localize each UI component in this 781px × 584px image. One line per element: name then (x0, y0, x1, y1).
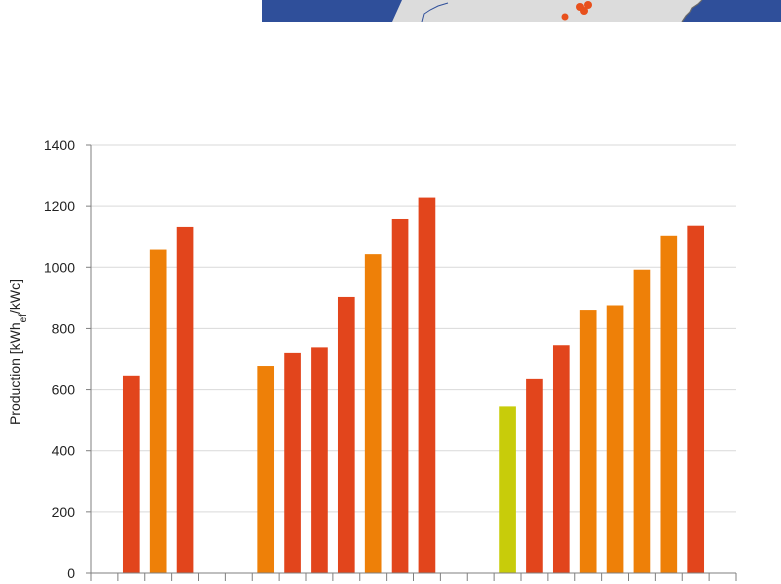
y-tick-label: 0 (67, 565, 75, 581)
bar (660, 235, 678, 573)
bars (122, 197, 705, 574)
y-axis-title-suffix: /kWc] (7, 279, 23, 314)
map-marker (561, 13, 569, 21)
map-coastline (421, 2, 449, 22)
y-tick-label: 1400 (44, 137, 75, 153)
bar (284, 352, 301, 573)
y-tick-label: 400 (52, 443, 76, 459)
map-fragment (262, 0, 781, 22)
bar (687, 225, 705, 574)
bar (418, 197, 436, 573)
axes (86, 144, 737, 581)
bar (606, 305, 624, 573)
bar (122, 375, 140, 573)
bar (391, 218, 409, 574)
y-axis-title: Production [kWhef/kWc] (7, 279, 29, 425)
map-marker (580, 7, 588, 15)
bar (257, 366, 275, 573)
y-axis-title-prefix: Production [kWh (7, 322, 23, 425)
bar (149, 249, 167, 573)
map-coastline-right (681, 0, 703, 22)
bar (499, 406, 516, 573)
bar (337, 296, 355, 573)
y-axis-title-subscript: ef (18, 314, 29, 323)
bar (311, 347, 328, 573)
gridlines (91, 144, 736, 513)
bar (579, 310, 597, 573)
bar (176, 226, 194, 573)
y-tick-label: 1200 (44, 198, 75, 214)
y-tick-label: 600 (52, 382, 76, 398)
bar (364, 254, 382, 573)
map-land (392, 0, 702, 22)
y-tick-label: 800 (52, 320, 76, 336)
y-tick-labels: 0 200 400 600 800 1000 1200 1400 (44, 137, 75, 581)
bar (526, 378, 543, 573)
y-tick-label: 1000 (44, 259, 75, 275)
map-marker (584, 1, 592, 9)
bar (633, 269, 651, 573)
bar (552, 345, 570, 573)
y-tick-label: 200 (52, 504, 76, 520)
